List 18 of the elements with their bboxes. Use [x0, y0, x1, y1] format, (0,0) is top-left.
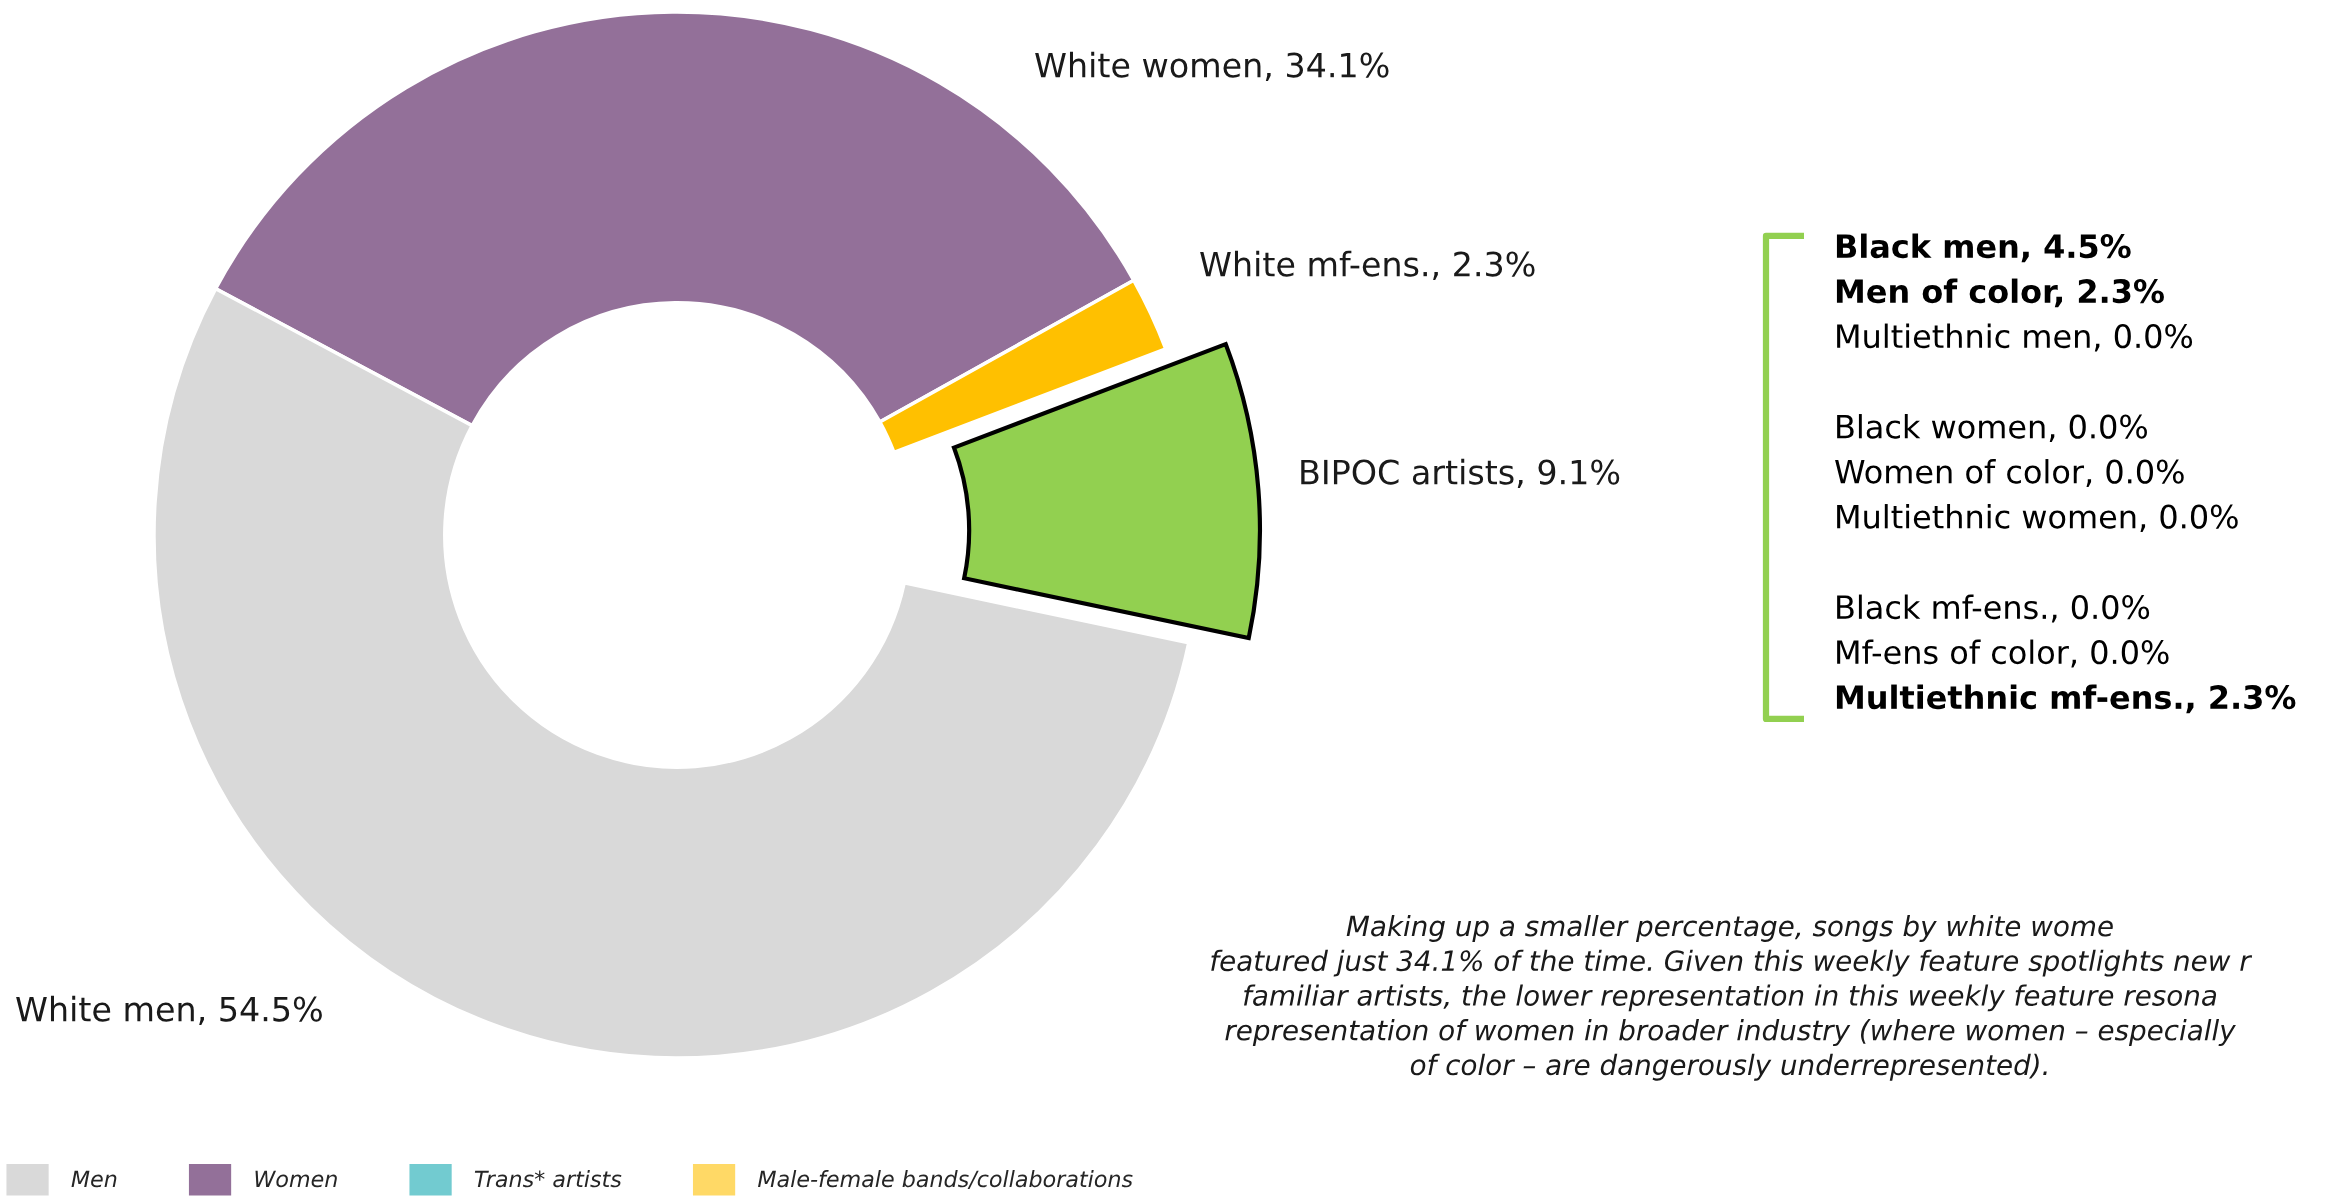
- slice-label: BIPOC artists, 9.1%: [1301, 458, 1620, 489]
- text: Women of color, 0.0%: [1835, 459, 2184, 488]
- text: Black mf-ens., 0.0%: [1837, 594, 2150, 623]
- text: Black women, 0.0%: [1837, 414, 2147, 443]
- text: Black men, 4.5%: [1836, 233, 2131, 263]
- category-label: Women: [255, 1170, 337, 1188]
- category-label: Men: [71, 1170, 117, 1188]
- text: Multiethnic women, 0.0%: [1837, 504, 2238, 533]
- text: Mf-ens of color, 0.0%: [1837, 639, 2169, 668]
- slice-label: White men, 54.5%: [16, 995, 322, 1026]
- text: Men of color, 2.3%: [1836, 278, 2164, 308]
- slice-label: White women, 34.1%: [1035, 51, 1389, 82]
- text: Making up a smaller percentage, songs by white wome featured just 34.1% of the time. Given this weekly feature spotlights new r familiar artists, the lower representation in this weekly feature resona representation of women in broader industry (where women – especially of color – are dangerously underrepresented).: [1211, 915, 2253, 1081]
- category-label: Male-female bands/collaborations: [758, 1170, 1133, 1190]
- text: Multiethnic mf-ens., 2.3%: [1836, 684, 2296, 714]
- text: Multiethnic men, 0.0%: [1837, 323, 2193, 352]
- slice-label: White mf-ens., 2.3%: [1200, 250, 1535, 281]
- category-label: Trans* artists: [474, 1170, 622, 1188]
